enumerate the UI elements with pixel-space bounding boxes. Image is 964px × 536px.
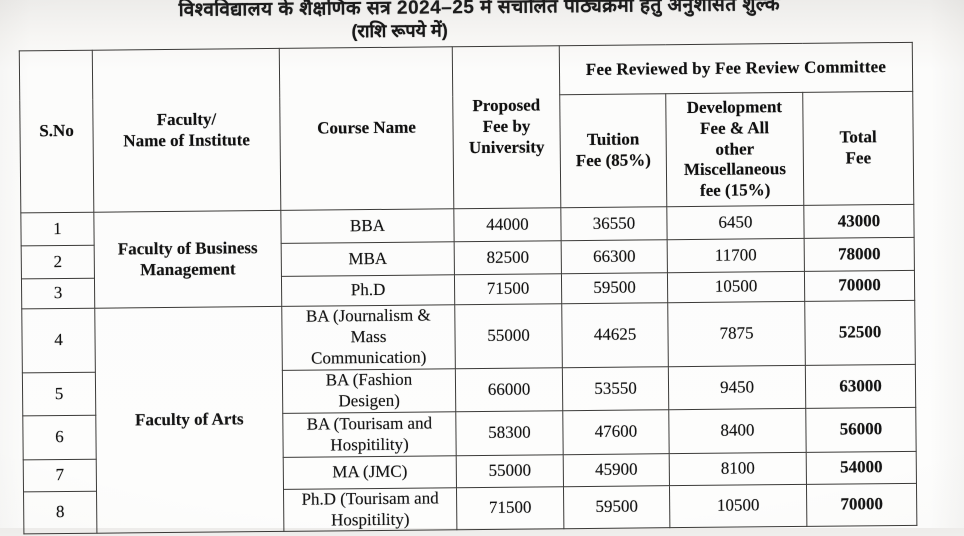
course-cell: Ph.D [281,274,455,307]
sno-cell: 1 [20,212,95,246]
proposed-fee-cell: 55000 [456,454,564,488]
development-fee-cell: 8100 [669,452,807,486]
total-fee-cell: 43000 [803,204,915,239]
header-faculty: Faculty/ Name of Institute [92,48,281,213]
sno-cell: 4 [21,308,96,373]
total-fee-cell: 70000 [804,270,915,302]
faculty-cell-arts: Faculty of Arts [94,306,284,534]
development-fee-cell: 8400 [668,408,807,454]
proposed-fee-cell: 71500 [456,486,564,531]
course-cell: Ph.D (Tourisam and Hospitility) [283,487,457,532]
tuition-fee-cell: 53550 [562,366,669,411]
tuition-fee-cell: 66300 [561,239,668,274]
development-fee-cell: 11700 [667,238,805,273]
development-fee-cell: 10500 [669,484,807,529]
course-cell: BA (Tourisam and Hospitility) [282,411,457,458]
header-proposed-fee: Proposed Fee by University [452,45,561,209]
sno-cell: 7 [23,459,97,492]
proposed-fee-cell: 82500 [454,240,562,275]
tuition-fee-cell: 59500 [563,485,670,530]
sno-cell: 3 [21,278,95,309]
total-fee-cell: 54000 [806,451,917,485]
development-fee-cell: 9450 [668,365,806,410]
header-tuition-fee: Tuition Fee (85%) [559,93,667,208]
development-fee-cell: 7875 [667,301,806,367]
total-fee-cell: 63000 [805,364,916,409]
tuition-fee-cell: 59500 [561,272,668,304]
course-cell: BA (Fashion Desigen) [282,368,456,414]
header-fee-review-committee: Fee Reviewed by Fee Review Committee [559,42,913,95]
total-fee-cell: 78000 [804,237,915,272]
proposed-fee-cell: 44000 [453,207,562,242]
header-total-fee: Total Fee [802,91,914,206]
sno-cell: 2 [21,245,95,279]
proposed-fee-cell: 58300 [455,410,564,456]
header-course-name: Course Name [279,46,454,211]
sno-cell: 5 [22,372,96,416]
proposed-fee-cell: 55000 [454,303,563,369]
course-cell: MA (JMC) [283,455,457,490]
total-fee-cell: 56000 [805,407,917,453]
header-development-fee: Development Fee & All other Miscellaneou… [665,92,804,207]
course-cell: MBA [281,241,455,277]
proposed-fee-cell: 71500 [454,273,562,305]
faculty-cell-business-management: Faculty of Business Management [93,210,282,309]
table-row: 4 Faculty of Arts BA (Journalism & Mass … [21,300,916,534]
header-row-top: S.No Faculty/ Name of Institute Course N… [19,42,913,213]
fee-table: S.No Faculty/ Name of Institute Course N… [19,42,918,535]
total-fee-cell: 70000 [806,483,917,527]
total-fee-cell: 52500 [804,300,916,366]
proposed-fee-cell: 66000 [455,367,563,412]
course-cell: BBA [280,208,455,244]
tuition-fee-cell: 44625 [561,302,669,368]
header-sno: S.No [19,50,94,213]
development-fee-cell: 10500 [667,271,805,303]
development-fee-cell: 6450 [666,205,805,240]
tuition-fee-cell: 45900 [563,453,670,487]
course-cell: BA (Journalism & Mass Communication) [281,304,456,371]
tuition-fee-cell: 47600 [562,409,670,455]
sno-cell: 6 [22,415,97,460]
tuition-fee-cell: 36550 [560,206,668,241]
